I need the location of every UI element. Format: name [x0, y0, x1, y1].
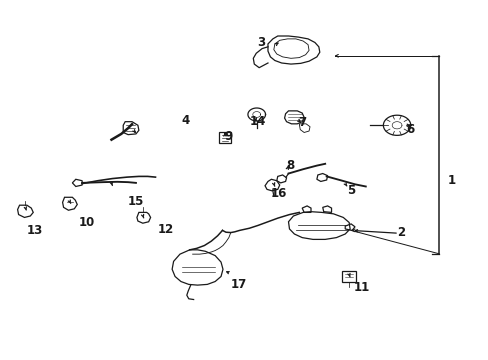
Text: 11: 11: [353, 281, 369, 294]
Text: 1: 1: [447, 174, 455, 186]
Text: 7: 7: [298, 116, 305, 129]
Text: 16: 16: [270, 187, 286, 200]
Text: 6: 6: [406, 123, 414, 136]
Text: 8: 8: [286, 159, 294, 172]
Text: 5: 5: [346, 184, 354, 197]
Text: 15: 15: [127, 195, 144, 208]
Text: 17: 17: [230, 278, 246, 291]
Text: 12: 12: [158, 223, 174, 236]
Text: 13: 13: [27, 224, 43, 237]
Text: 9: 9: [224, 130, 232, 143]
Text: 14: 14: [249, 115, 266, 128]
Text: 10: 10: [79, 216, 95, 229]
Text: 4: 4: [182, 114, 189, 127]
Text: 2: 2: [396, 226, 404, 239]
Text: 3: 3: [257, 36, 265, 49]
